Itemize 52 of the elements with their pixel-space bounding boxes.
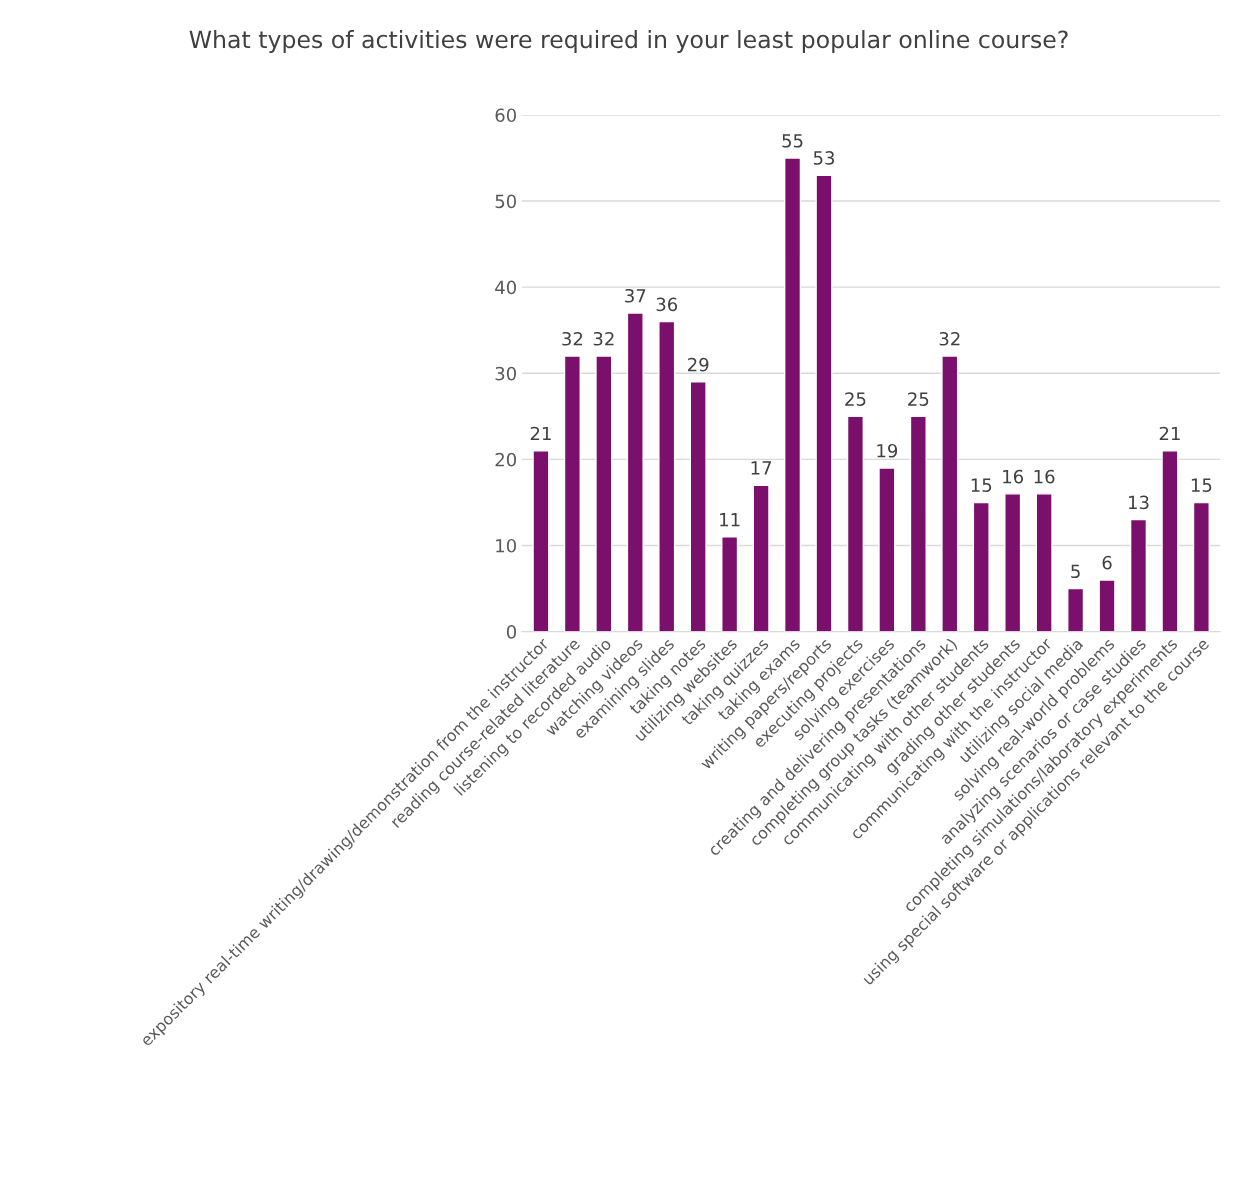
data-label: 16 xyxy=(1034,469,1055,484)
bar xyxy=(815,174,833,632)
data-label: 16 xyxy=(1003,469,1024,484)
data-label: 15 xyxy=(1191,478,1212,492)
data-label: 32 xyxy=(593,331,614,346)
data-label: 55 xyxy=(782,134,803,148)
data-label: 11 xyxy=(720,513,740,527)
data-label: 21 xyxy=(1159,426,1180,441)
bar xyxy=(1129,518,1148,632)
bar xyxy=(1035,493,1053,632)
data-label: 25 xyxy=(845,392,866,406)
bar xyxy=(1098,579,1116,632)
bar xyxy=(721,536,739,632)
chart-title: What types of activities were required in your least popular online course? xyxy=(189,30,1068,53)
bar xyxy=(752,484,770,632)
bar xyxy=(1004,493,1022,632)
data-label: 32 xyxy=(562,331,583,346)
data-label: 5 xyxy=(1071,564,1080,579)
data-label: 29 xyxy=(688,357,709,372)
data-label: 19 xyxy=(877,443,898,458)
bar xyxy=(972,501,990,632)
bar xyxy=(532,450,550,632)
y-tick-label: 50 xyxy=(495,194,517,209)
bar xyxy=(783,157,802,632)
bar xyxy=(846,415,864,632)
bar xyxy=(689,381,707,632)
data-label: 15 xyxy=(971,478,992,492)
bar xyxy=(1161,450,1179,632)
bar xyxy=(1192,501,1210,632)
y-tick-label: 30 xyxy=(495,366,517,381)
bar xyxy=(658,320,676,632)
data-label: 6 xyxy=(1102,555,1112,570)
bar xyxy=(595,355,613,632)
data-label: 17 xyxy=(751,461,772,475)
y-tick-label: 40 xyxy=(495,280,517,295)
bar xyxy=(878,467,896,632)
data-label: 53 xyxy=(813,151,835,165)
y-tick-label: 60 xyxy=(495,108,517,123)
bar xyxy=(1067,587,1085,632)
y-tick-label: 10 xyxy=(496,538,517,553)
data-label: 13 xyxy=(1128,495,1149,510)
data-label: 21 xyxy=(530,426,551,441)
y-tick-label: 0 xyxy=(506,625,517,639)
bar xyxy=(563,355,581,632)
y-tick-label: 20 xyxy=(495,452,517,467)
data-label: 37 xyxy=(625,288,646,303)
bar xyxy=(941,355,959,632)
data-label: 36 xyxy=(656,297,678,312)
data-label: 25 xyxy=(908,392,929,406)
bar xyxy=(909,415,927,632)
bar xyxy=(626,312,644,632)
data-label: 32 xyxy=(939,331,960,346)
